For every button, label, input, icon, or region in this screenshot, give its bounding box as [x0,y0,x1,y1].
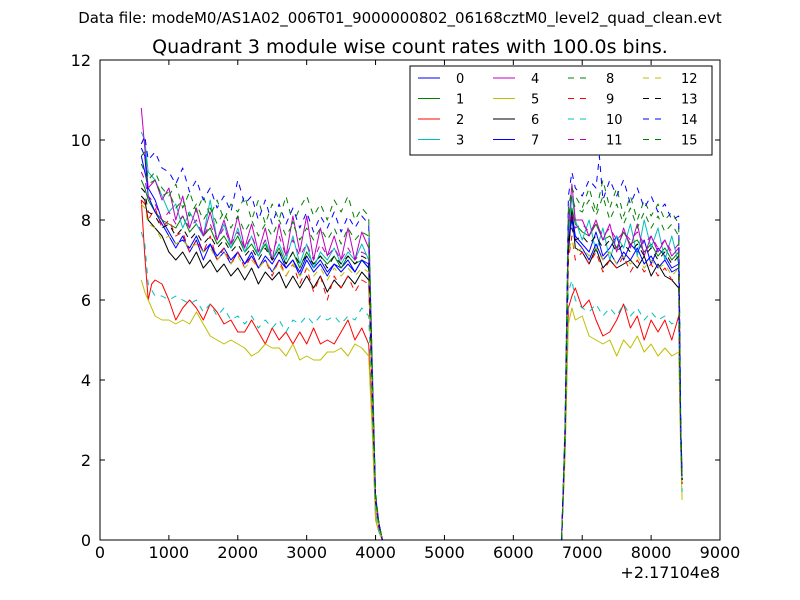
legend-label-9: 9 [606,93,614,108]
y-tick-label: 12 [71,51,91,70]
y-tick-label: 6 [81,291,91,310]
x-tick-label: 7000 [562,543,603,562]
x-tick-label: 3000 [286,543,327,562]
legend-label-7: 7 [531,134,539,149]
series-line-0 [140,155,683,540]
legend-label-10: 10 [606,113,623,128]
x-tick-label: 2000 [217,543,258,562]
legend-label-6: 6 [531,113,539,128]
axis-ticks: 0 1000 2000 3000 4000 5000 6000 7000 8000 9000 0 2 4… [71,51,741,562]
x-tick-label: 4000 [355,543,396,562]
series-line-3 [140,131,683,540]
legend-label-12: 12 [681,72,698,87]
legend-label-2: 2 [456,113,464,128]
series-line-13 [140,187,683,540]
x-tick-label: 5000 [424,543,465,562]
chart-title: Quadrant 3 module wise count rates with … [152,36,668,58]
legend-label-11: 11 [606,134,623,149]
x-tick-label: 9000 [700,543,741,562]
x-tick-label: 0 [95,543,105,562]
y-tick-label: 2 [81,451,91,470]
x-tick-label: 8000 [631,543,672,562]
legend-label-4: 4 [531,72,539,87]
x-tick-label: 1000 [149,543,190,562]
legend-label-13: 13 [681,93,698,108]
legend-label-15: 15 [681,134,698,149]
series-line-15 [140,163,683,540]
y-tick-label: 8 [81,211,91,230]
series-line-2 [140,199,683,540]
series-line-7 [140,147,683,540]
legend-label-14: 14 [681,113,698,128]
series-line-8 [140,151,683,540]
x-tick-label: 6000 [493,543,534,562]
y-tick-label: 0 [81,531,91,550]
legend-box [409,65,713,156]
series-line-4 [140,107,683,540]
y-tick-label: 4 [81,371,91,390]
legend-label-0: 0 [456,72,464,87]
series-line-12 [140,203,683,540]
y-tick-label: 10 [71,131,91,150]
series-line-10 [140,231,683,540]
series-line-9 [140,199,683,540]
x-offset-label: +2.17104e8 [620,563,720,582]
legend-label-5: 5 [531,93,539,108]
series-line-5 [140,279,683,540]
series-lines [140,107,683,540]
legend-label-1: 1 [456,93,464,108]
series-line-14 [140,135,683,540]
legend-label-3: 3 [456,134,464,149]
figure-suptitle: Data file: modeM0/AS1A02_006T01_90000008… [78,9,722,27]
legend-label-8: 8 [606,72,614,87]
